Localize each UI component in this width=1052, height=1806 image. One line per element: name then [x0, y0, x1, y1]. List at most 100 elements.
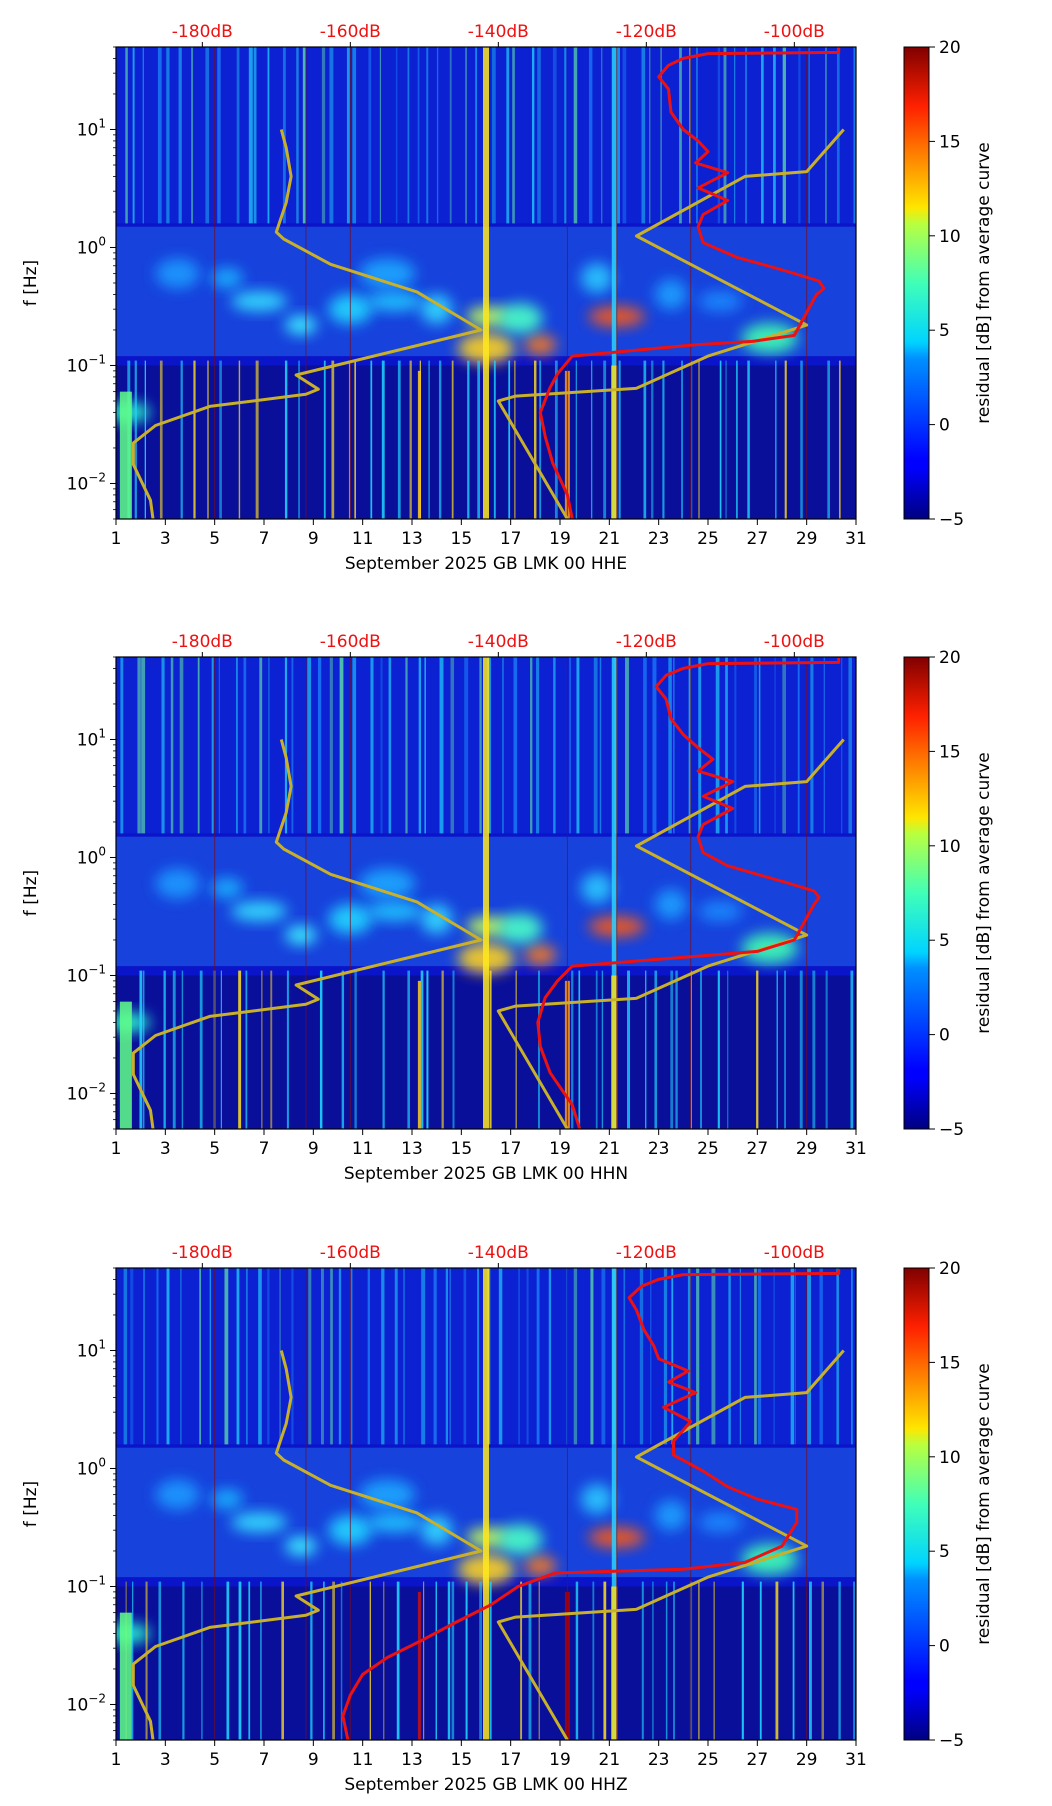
- day-streak: [199, 970, 203, 1129]
- day-streak: [700, 970, 702, 1129]
- day-streak: [217, 47, 221, 224]
- day-streak: [201, 1581, 203, 1740]
- x-tick-label: 13: [401, 1750, 423, 1770]
- energy-burst: [285, 315, 317, 336]
- x-tick-label: 27: [747, 1750, 769, 1770]
- bright-column: [611, 47, 617, 366]
- db-tick-label: -100dB: [764, 22, 825, 42]
- day-streak: [421, 1268, 426, 1445]
- day-streak: [477, 1268, 479, 1445]
- day-streak: [139, 970, 143, 1129]
- y-tick-label: 100: [77, 1455, 106, 1479]
- y-tick-label: 100: [77, 844, 106, 868]
- noise-model-curve: [131, 739, 483, 1129]
- x-tick-label: 5: [209, 529, 220, 549]
- y-tick-label: 10−2: [67, 470, 106, 494]
- energy-burst: [581, 1484, 613, 1515]
- colorbar-tick-label: −5: [939, 510, 964, 530]
- day-streak: [526, 1268, 529, 1445]
- day-streak: [578, 970, 581, 1129]
- day-streak: [291, 1268, 294, 1445]
- x-tick-label: 23: [648, 1139, 670, 1159]
- db-tick-label: -160dB: [320, 632, 381, 652]
- x-tick-label: 1: [111, 529, 122, 549]
- day-streak: [652, 657, 657, 834]
- y-tick-label: 10−1: [67, 1573, 106, 1597]
- day-streak: [807, 1268, 812, 1445]
- day-streak: [564, 47, 567, 224]
- x-tick-label: 1: [111, 1139, 122, 1159]
- x-tick-label: 9: [308, 529, 319, 549]
- day-streak: [369, 1581, 371, 1740]
- day-streak: [452, 970, 455, 1129]
- day-streak: [475, 47, 477, 224]
- day-streak: [776, 970, 778, 1129]
- x-tick-label: 21: [599, 1750, 621, 1770]
- energy-burst: [359, 258, 416, 289]
- db-tick-label: -140dB: [468, 632, 529, 652]
- day-streak: [132, 1581, 134, 1740]
- day-streak: [143, 1268, 145, 1445]
- day-streak: [784, 970, 786, 1129]
- day-streak: [641, 47, 646, 224]
- x-tick-label: 5: [209, 1750, 220, 1770]
- day-streak: [451, 360, 454, 519]
- day-streak: [643, 657, 647, 834]
- day-streak: [819, 1268, 823, 1445]
- colorbar: −5 0 5 10 15 20 residual [dB] from average cur…: [903, 1259, 994, 1751]
- day-streak: [323, 1581, 325, 1740]
- day-streak: [246, 1268, 248, 1445]
- energy-burst: [655, 889, 687, 920]
- day-streak: [530, 657, 533, 834]
- day-streak: [436, 47, 439, 224]
- day-streak: [715, 657, 720, 834]
- x-tick-label: 7: [259, 1750, 270, 1770]
- day-streak: [698, 360, 700, 519]
- day-streak: [711, 1268, 716, 1445]
- colorbar-gradient: [903, 1267, 930, 1741]
- energy-burst: [524, 1555, 557, 1576]
- day-streak: [654, 970, 658, 1129]
- energy-burst: [524, 334, 557, 355]
- day-streak: [317, 657, 322, 834]
- bright-column: [119, 1612, 132, 1740]
- day-streak: [728, 1268, 731, 1445]
- day-streak: [409, 360, 412, 519]
- day-streak: [321, 1268, 324, 1445]
- psd-curve: [538, 48, 841, 519]
- day-streak: [370, 360, 373, 519]
- day-streak: [498, 1268, 503, 1445]
- bright-column: [119, 391, 132, 519]
- day-streak: [825, 47, 827, 224]
- day-streak: [467, 360, 470, 519]
- day-streak: [508, 360, 511, 519]
- day-streak: [209, 1268, 211, 1445]
- day-streak: [502, 657, 504, 834]
- day-streak: [268, 657, 270, 834]
- y-tick-label: 100: [77, 234, 106, 258]
- day-streak: [797, 657, 800, 834]
- bright-column: [483, 1268, 489, 1740]
- db-tick-label: -120dB: [616, 632, 677, 652]
- energy-burst: [420, 904, 453, 935]
- energy-burst: [698, 291, 743, 312]
- x-tick-label: 25: [697, 1750, 719, 1770]
- day-streak: [696, 1268, 700, 1445]
- x-tick-label: 17: [500, 1750, 522, 1770]
- day-streak: [575, 360, 577, 519]
- day-streak: [426, 970, 429, 1129]
- day-streak: [665, 1581, 668, 1740]
- colorbar-tick-label: 5: [939, 1542, 950, 1562]
- x-tick-label: 29: [796, 529, 818, 549]
- colorbar-label: residual [dB] from average curve: [974, 1363, 994, 1644]
- day-streak: [354, 970, 357, 1129]
- colorbar: −5 0 5 10 15 20 residual [dB] from average cur…: [903, 38, 994, 530]
- y-tick-label: 101: [77, 116, 106, 140]
- day-streak: [181, 970, 184, 1129]
- day-streak: [180, 360, 183, 519]
- spectrogram-heatmap: [116, 47, 856, 519]
- day-streak: [595, 970, 598, 1129]
- bright-column: [483, 657, 489, 1129]
- day-streak: [734, 657, 737, 834]
- day-streak: [236, 47, 240, 224]
